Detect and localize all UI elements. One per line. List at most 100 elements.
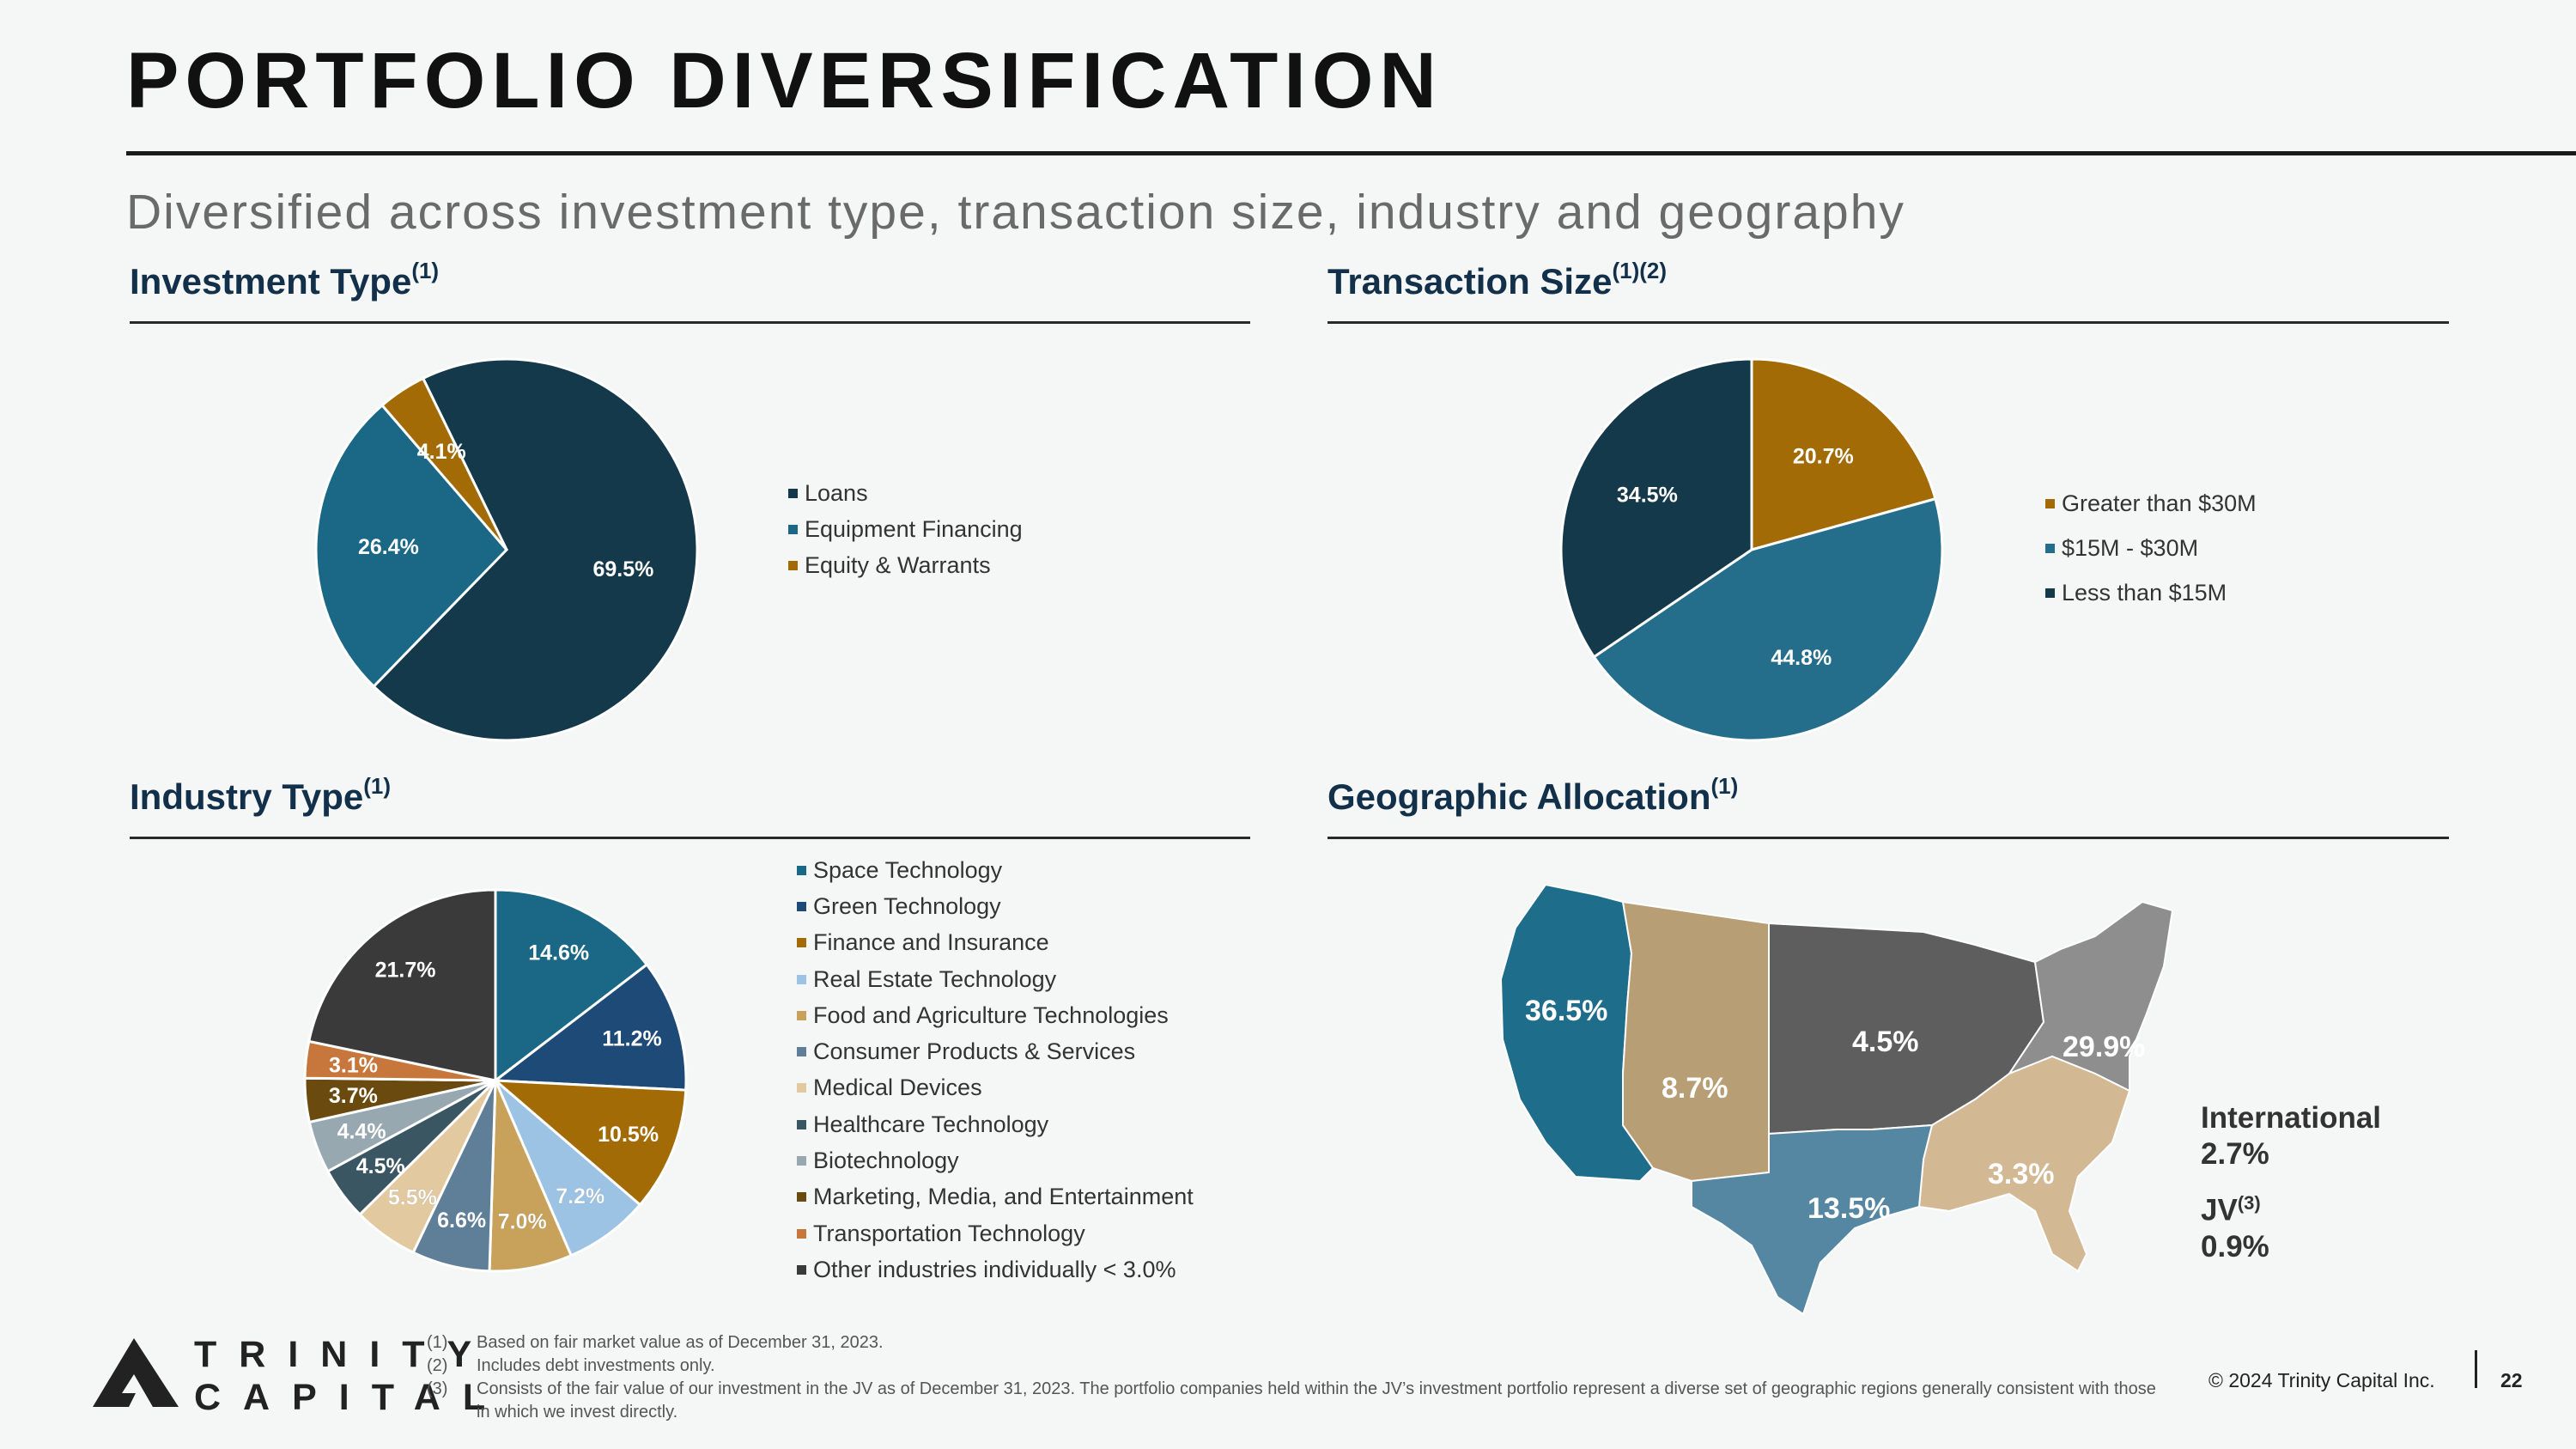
pie-label-equipment-financing: 26.4% xyxy=(358,535,419,559)
legend-swatch xyxy=(797,1119,806,1129)
legend-swatch xyxy=(2045,588,2055,598)
pie-label-equity-warrants: 4.1% xyxy=(417,440,466,464)
pie-label-food-and-agriculture-technologies: 7.0% xyxy=(498,1210,547,1234)
legend-swatch xyxy=(797,1228,806,1239)
legend-label: Space Technology xyxy=(813,856,1003,883)
industry-type-title-text: Industry Type xyxy=(130,776,364,817)
industry-type-legend: Space Technology Green Technology Finance … xyxy=(797,852,1194,1288)
transaction-size-legend: Greater than $30M $15M - $30M Less than $1… xyxy=(2045,481,2257,615)
pie-label-real-estate-technology: 7.2% xyxy=(556,1184,605,1209)
legend-item-loans: Loans xyxy=(788,475,1023,511)
legend-item-equity-warrants: Equity & Warrants xyxy=(788,547,1023,583)
pie-slice-less-than-15m xyxy=(1559,357,1753,659)
legend-swatch xyxy=(2045,543,2055,553)
legend-item-food-and-agriculture-technologies: Food and Agriculture Technologies xyxy=(797,997,1194,1033)
region-south-central xyxy=(1691,1123,1934,1316)
industry-type-footnote-ref: (1) xyxy=(363,773,392,799)
legend-swatch xyxy=(788,524,798,534)
pie-label-consumer-products-services: 6.6% xyxy=(437,1209,486,1233)
legend-label: $15M - $30M xyxy=(2062,534,2199,561)
investment-type-legend: Loans Equipment Financing Equity & Warrant… xyxy=(788,475,1023,583)
pie-label-other-industries-individually-3-0: 21.7% xyxy=(375,959,436,983)
legend-item-other-industries-individually-3-0: Other industries individually < 3.0% xyxy=(797,1251,1194,1288)
legend-label: Less than $15M xyxy=(2062,579,2227,606)
international-label: International xyxy=(2201,1101,2382,1135)
legend-item-less-than-15m: Less than $15M xyxy=(2045,570,2257,615)
investment-type-title-text: Investment Type xyxy=(130,261,412,301)
legend-label: Food and Agriculture Technologies xyxy=(813,1002,1169,1028)
pie-label-green-technology: 11.2% xyxy=(602,1027,662,1051)
footnote-number: (1) xyxy=(427,1333,448,1352)
geographic-allocation-footnote-ref: (1) xyxy=(1710,773,1739,799)
pie-slice-greater-than-30m xyxy=(1750,357,1937,551)
pie-label-less-than-15m: 34.5% xyxy=(1617,484,1678,508)
legend-label: Equity & Warrants xyxy=(805,551,991,578)
legend-label: Green Technology xyxy=(813,892,1001,919)
legend-swatch xyxy=(797,1047,806,1057)
logo-line-1: TRINITY xyxy=(194,1334,495,1375)
transaction-size-footnote-ref: (1)(2) xyxy=(1612,258,1668,283)
legend-swatch xyxy=(2045,498,2055,508)
region-southeast xyxy=(1917,1055,2131,1273)
investment-type-divider xyxy=(130,321,1250,324)
pie-label-biotechnology: 4.4% xyxy=(337,1119,386,1143)
international-value: 2.7% xyxy=(2201,1137,2269,1171)
footnote-number: (3) xyxy=(427,1379,448,1398)
region-mountain xyxy=(1621,900,1770,1183)
legend-swatch xyxy=(797,1192,806,1202)
footnote-text: Consists of the fair value of our invest… xyxy=(477,1379,2156,1422)
legend-item-15m-30m: $15M - $30M xyxy=(2045,526,2257,570)
international-allocation: International 2.7% xyxy=(2201,1100,2381,1172)
pie-slice-equity-warrants xyxy=(380,376,508,551)
region-label-mountain: 8.7% xyxy=(1662,1072,1728,1105)
legend-item-biotechnology: Biotechnology xyxy=(797,1142,1194,1178)
pie-slice-real-estate-technology xyxy=(494,1079,642,1257)
page-title: PORTFOLIO DIVERSIFICATION xyxy=(126,37,1443,125)
page-subtitle: Diversified across investment type, tran… xyxy=(126,185,1905,240)
legend-item-medical-devices: Medical Devices xyxy=(797,1070,1194,1106)
investment-type-footnote-ref: (1) xyxy=(411,258,440,283)
pie-label-loans: 69.5% xyxy=(592,557,653,581)
pie-label-healthcare-technology: 4.5% xyxy=(356,1154,405,1178)
legend-item-marketing-media-and-entertainment: Marketing, Media, and Entertainment xyxy=(797,1179,1194,1215)
region-label-southeast: 3.3% xyxy=(1988,1158,2055,1190)
industry-type-pie: 14.6% 11.2% 10.5% 7.2% 7.0% 6.6%5.5% 4.5% 4.4% 3… xyxy=(303,888,688,1273)
footnote: (3) Consists of the fair value of our inv… xyxy=(427,1378,2161,1424)
pie-slice-loans xyxy=(372,357,699,742)
legend-label: Medical Devices xyxy=(813,1075,982,1101)
legend-item-space-technology: Space Technology xyxy=(797,852,1194,888)
legend-label: Real Estate Technology xyxy=(813,965,1057,992)
legend-swatch xyxy=(797,865,806,875)
legend-swatch xyxy=(797,1083,806,1093)
investment-type-pie: 69.5% 26.4% 4.1% xyxy=(314,357,699,742)
jv-value: 0.9% xyxy=(2201,1229,2269,1263)
pie-label-transportation-technology: 3.1% xyxy=(329,1054,378,1078)
legend-item-healthcare-technology: Healthcare Technology xyxy=(797,1106,1194,1142)
jv-label-row: JV(3) xyxy=(2201,1185,2269,1229)
geographic-allocation-title: Geographic Allocation(1) xyxy=(1327,773,1739,818)
transaction-size-title-text: Transaction Size xyxy=(1327,261,1613,301)
pie-slice-other-industries-individually-3-0 xyxy=(307,888,497,1082)
page-number: 22 xyxy=(2500,1369,2523,1391)
pie-label-finance-and-insurance: 10.5% xyxy=(598,1123,659,1147)
jv-footnote-ref: (3) xyxy=(2237,1192,2261,1214)
pie-label-marketing-media-and-entertainment: 3.7% xyxy=(329,1084,378,1108)
pie-label-greater-than-30m: 20.7% xyxy=(1793,444,1854,468)
pie-slice-finance-and-insurance xyxy=(491,1079,688,1207)
industry-type-divider xyxy=(130,837,1250,839)
legend-item-transportation-technology: Transportation Technology xyxy=(797,1215,1194,1251)
us-map: 36.5% 8.7% 4.5% 29.9% 3.3% 13.5% xyxy=(1499,885,2174,1316)
legend-label: Equipment Financing xyxy=(805,515,1023,542)
legend-item-equipment-financing: Equipment Financing xyxy=(788,511,1023,547)
legend-item-green-technology: Green Technology xyxy=(797,888,1194,924)
jv-label: JV xyxy=(2201,1193,2238,1227)
pie-label-medical-devices: 5.5% xyxy=(388,1186,437,1210)
legend-item-real-estate-technology: Real Estate Technology xyxy=(797,961,1194,997)
legend-label: Greater than $30M xyxy=(2062,490,2257,516)
industry-type-title: Industry Type(1) xyxy=(130,773,392,818)
legend-label: Consumer Products & Services xyxy=(813,1038,1136,1065)
title-divider xyxy=(126,151,2576,155)
pie-slice-green-technology xyxy=(491,962,688,1092)
legend-swatch xyxy=(797,1010,806,1020)
region-label-west-coast: 36.5% xyxy=(1525,995,1607,1027)
